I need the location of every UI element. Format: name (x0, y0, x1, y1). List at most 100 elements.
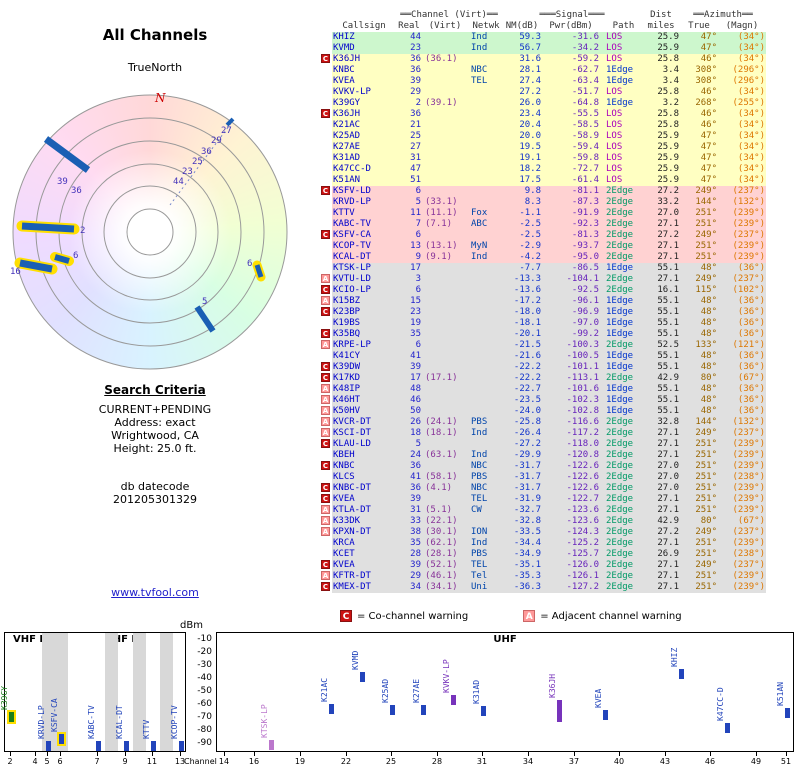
magnetic-azimuth-cell: (34°) (718, 54, 766, 65)
channel-axis-tick-label: 34 (522, 757, 534, 766)
radar-channel-label: 2 (80, 226, 85, 236)
noise-margin-cell: -35.1 (502, 560, 542, 571)
magnetic-azimuth-cell: (36°) (718, 296, 766, 307)
path-cell: 2Edge (600, 538, 642, 549)
magnetic-azimuth-cell: (255°) (718, 98, 766, 109)
virtual-channel-cell: (5.1) (422, 505, 466, 516)
callsign-cell: K19BS (332, 318, 396, 329)
table-row: KCET 28 (28.1) PBS -34.9 -125.7 2Edge 26.9 251°(… (320, 549, 766, 560)
distance-cell: 26.9 (642, 549, 680, 560)
dbm-axis-label: -70 (197, 712, 212, 722)
distance-cell: 25.9 (642, 32, 680, 43)
true-azimuth-cell: 251° (680, 208, 718, 219)
network-cell: ION (466, 527, 502, 538)
real-channel-cell: 36 (396, 483, 422, 494)
callsign-cell: K36JH (332, 54, 396, 65)
tvfool-link[interactable]: www.tvfool.com (111, 586, 199, 599)
true-azimuth-cell: 249° (680, 428, 718, 439)
co-channel-warning-badge: C (321, 186, 330, 195)
callsign-cell: KCOP-TV (332, 241, 396, 252)
real-channel-cell: 9 (396, 252, 422, 263)
channel-axis-tick-label: 31 (476, 757, 488, 766)
distance-cell: 25.9 (642, 175, 680, 186)
network-cell: PBS (466, 549, 502, 560)
power-cell: -100.3 (542, 340, 600, 351)
path-cell: LOS (600, 142, 642, 153)
true-azimuth-cell: 46° (680, 109, 718, 120)
path-cell: 1Edge (600, 351, 642, 362)
network-cell (466, 373, 502, 384)
vhf-hi-band-label: VHF Hi (105, 634, 144, 645)
true-azimuth-cell: 46° (680, 120, 718, 131)
distance-cell: 25.8 (642, 54, 680, 65)
path-cell: 2Edge (600, 516, 642, 527)
path-cell: 1Edge (600, 65, 642, 76)
co-channel-warning-badge: C (321, 494, 330, 503)
virtual-channel-cell (422, 142, 466, 153)
dbm-axis-label: -90 (197, 738, 212, 748)
path-cell: LOS (600, 131, 642, 142)
true-azimuth-cell: 249° (680, 186, 718, 197)
true-azimuth-cell: 47° (680, 43, 718, 54)
real-channel-cell: 5 (396, 197, 422, 208)
signal-bar-kcal-dt (124, 741, 129, 751)
signal-bar-callsign: KHIZ (670, 647, 679, 668)
true-azimuth-cell: 251° (680, 461, 718, 472)
channel-axis-tick (786, 752, 787, 756)
channel-axis-tick-label: 5 (44, 757, 50, 766)
callsign-cell: K31AD (332, 153, 396, 164)
real-channel-cell: 36 (396, 65, 422, 76)
network-cell (466, 109, 502, 120)
distance-cell: 52.5 (642, 340, 680, 351)
true-azimuth-cell: 48° (680, 307, 718, 318)
noise-margin-cell: -22.2 (502, 362, 542, 373)
virtual-channel-cell (422, 164, 466, 175)
path-cell: LOS (600, 175, 642, 186)
real-channel-cell: 39 (396, 494, 422, 505)
table-row: A KVCR-DT 26 (24.1) PBS -25.8 -116.6 2Edge 32.8 1… (320, 417, 766, 428)
network-cell (466, 439, 502, 450)
network-cell (466, 296, 502, 307)
magnetic-azimuth-cell: (239°) (718, 538, 766, 549)
power-cell: -92.3 (542, 219, 600, 230)
distance-cell: 27.1 (642, 219, 680, 230)
search-criteria-line: Wrightwood, CA (111, 429, 199, 442)
magnetic-azimuth-cell: (34°) (718, 87, 766, 98)
channel-group-header: ══Channel (Virt)══ (400, 10, 498, 20)
power-cell: -102.8 (542, 406, 600, 417)
path-cell: 2Edge (600, 494, 642, 505)
channel-axis-tick (710, 752, 711, 756)
path-cell: 1Edge (600, 296, 642, 307)
table-row: A KFTR-DT 29 (46.1) Tel -35.3 -126.1 2Edge 27.1 2… (320, 571, 766, 582)
network-cell (466, 340, 502, 351)
callsign-cell: KVTU-LD (332, 274, 396, 285)
real-channel-cell: 15 (396, 296, 422, 307)
distance-cell: 55.1 (642, 329, 680, 340)
true-azimuth-cell: 249° (680, 560, 718, 571)
channel-axis-tick (482, 752, 483, 756)
network-cell: Ind (466, 252, 502, 263)
real-channel-cell: 33 (396, 516, 422, 527)
power-cell: -104.1 (542, 274, 600, 285)
power-cell: -92.5 (542, 285, 600, 296)
noise-margin-cell: 19.5 (502, 142, 542, 153)
network-cell (466, 197, 502, 208)
adjacent-channel-warning-badge: A (321, 296, 330, 305)
path-cell: LOS (600, 109, 642, 120)
real-channel-cell: 38 (396, 527, 422, 538)
distance-cell: 27.1 (642, 582, 680, 593)
power-cell: -96.9 (542, 307, 600, 318)
co-channel-legend-text: = Co-channel warning (357, 610, 469, 622)
virtual-channel-cell (422, 296, 466, 307)
real-channel-cell: 51 (396, 175, 422, 186)
channel-axis-tick-label: 19 (294, 757, 306, 766)
signal-bar-callsign: KCOP-TV (170, 705, 179, 739)
power-cell: -125.7 (542, 549, 600, 560)
noise-margin-cell: 23.4 (502, 109, 542, 120)
signal-bar-kttv (151, 741, 156, 751)
callsign-cell: KSFV-CA (332, 230, 396, 241)
path-cell: 1Edge (600, 362, 642, 373)
callsign-cell: KPXN-DT (332, 527, 396, 538)
co-channel-warning-badge: C (321, 461, 330, 470)
radar-channel-label: 5 (202, 297, 207, 307)
